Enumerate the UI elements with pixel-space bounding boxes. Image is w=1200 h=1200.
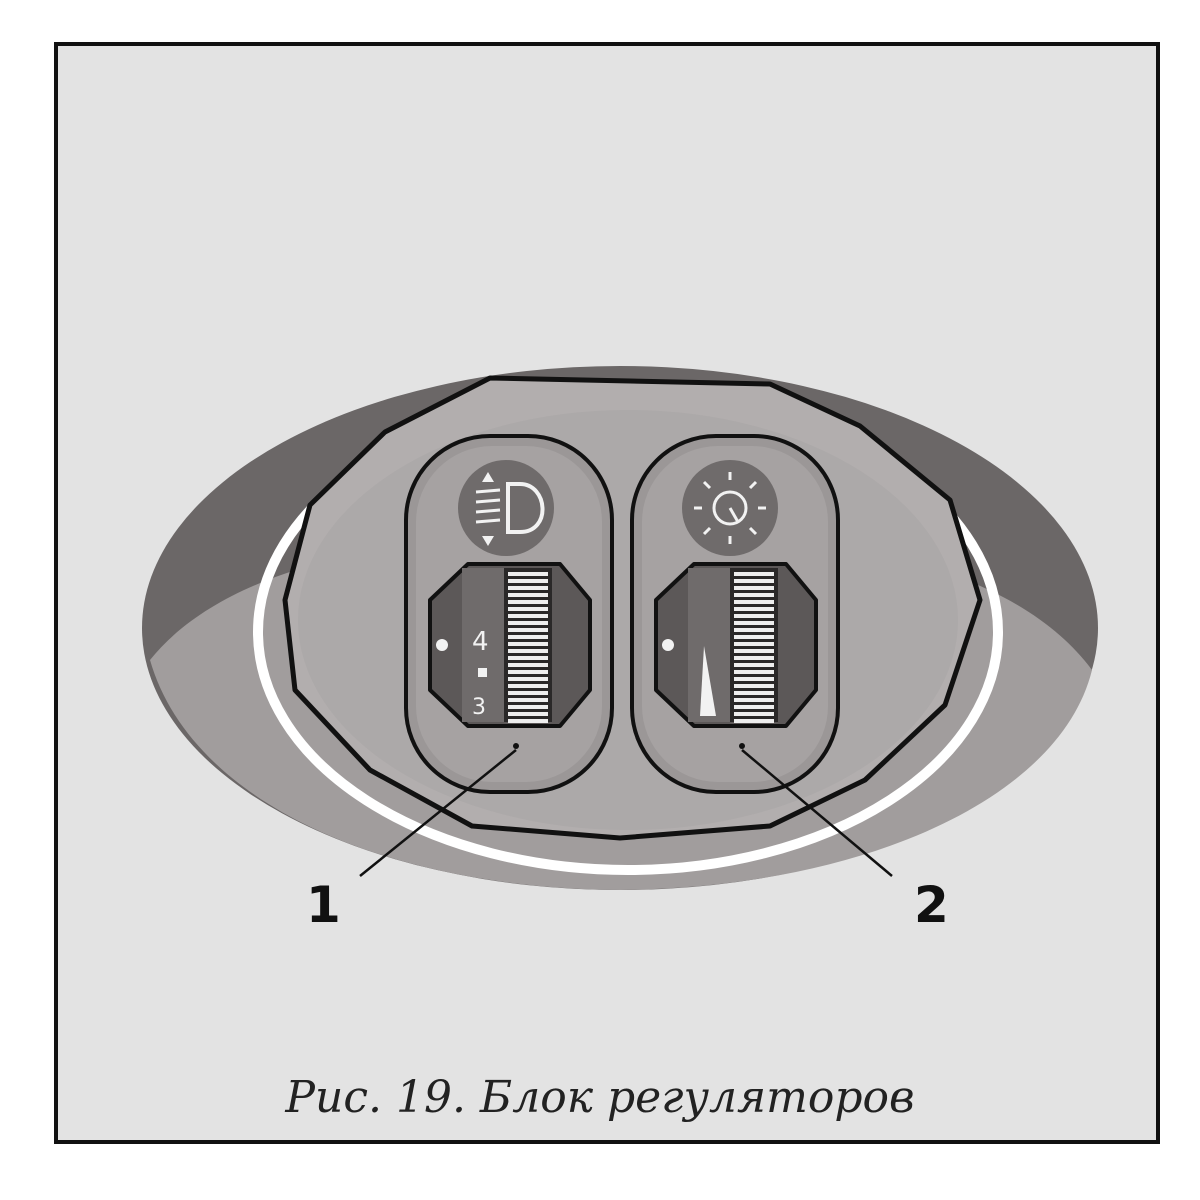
thumbwheel-ridge: [508, 579, 548, 583]
leader-line-2: [741, 749, 893, 877]
thumbwheel-ridge: [734, 684, 774, 688]
right-thumbwheel[interactable]: [730, 568, 778, 723]
thumbwheel-ridge: [508, 649, 548, 653]
thumbwheel-ridge: [508, 628, 548, 632]
thumbwheel-ridge: [508, 677, 548, 681]
thumbwheel-ridge: [734, 628, 774, 632]
thumbwheel-ridge: [508, 621, 548, 625]
thumbwheel-ridge: [508, 642, 548, 646]
callout-1: 1: [306, 876, 341, 934]
thumbwheel-ridge: [508, 719, 548, 723]
thumbwheel-ridge: [734, 600, 774, 604]
thumbwheel-ridge: [734, 621, 774, 625]
panel-illumination-control: [630, 434, 840, 794]
thumbwheel-ridge: [734, 719, 774, 723]
thumbwheel-ridge: [734, 579, 774, 583]
callout-2: 2: [914, 876, 949, 934]
thumbwheel-ridge: [734, 712, 774, 716]
thumbwheel-ridge: [734, 705, 774, 709]
thumbwheel-ridge: [508, 635, 548, 639]
thumbwheel-ridge: [508, 670, 548, 674]
thumbwheel-ridge: [734, 663, 774, 667]
thumbwheel-ridge: [508, 614, 548, 618]
thumbwheel-ridge: [734, 691, 774, 695]
thumbwheel-ridge: [508, 712, 548, 716]
thumbwheel-ridge: [508, 607, 548, 611]
thumbwheel-ridge: [508, 586, 548, 590]
thumbwheel-ridge: [734, 614, 774, 618]
scale-mark-high: 4: [472, 627, 489, 657]
thumbwheel-ridge: [508, 705, 548, 709]
thumbwheel-ridge: [734, 635, 774, 639]
thumbwheel-ridge: [508, 600, 548, 604]
thumbwheel-ridge: [508, 663, 548, 667]
scale-mark-low: 3: [472, 695, 486, 720]
inner-plate-shade: [298, 410, 958, 830]
thumbwheel-ridge: [508, 656, 548, 660]
thumbwheel-ridge: [734, 677, 774, 681]
thumbwheel-ridge: [734, 698, 774, 702]
thumbwheel-ridge: [734, 607, 774, 611]
thumbwheel-ridge: [734, 586, 774, 590]
thumbwheel-ridge: [734, 572, 774, 576]
left-thumbwheel[interactable]: [504, 568, 552, 723]
thumbwheel-ridge: [734, 649, 774, 653]
thumbwheel-ridge: [508, 698, 548, 702]
panel-illumination-icon: [682, 460, 778, 556]
thumbwheel-ridge: [508, 572, 548, 576]
leader-line-1: [359, 749, 517, 877]
thumbwheel-ridge: [734, 642, 774, 646]
thumbwheel-ridge: [734, 593, 774, 597]
thumbwheel-ridge: [734, 670, 774, 674]
headlight-leveling-control: 4 3: [404, 434, 614, 794]
figure-caption: Рис. 19. Блок регуляторов: [285, 1072, 915, 1123]
thumbwheel-ridge: [734, 656, 774, 660]
thumbwheel-ridge: [508, 593, 548, 597]
thumbwheel-ridge: [508, 691, 548, 695]
headlight-leveling-icon: [458, 460, 554, 556]
thumbwheel-ridge: [508, 684, 548, 688]
